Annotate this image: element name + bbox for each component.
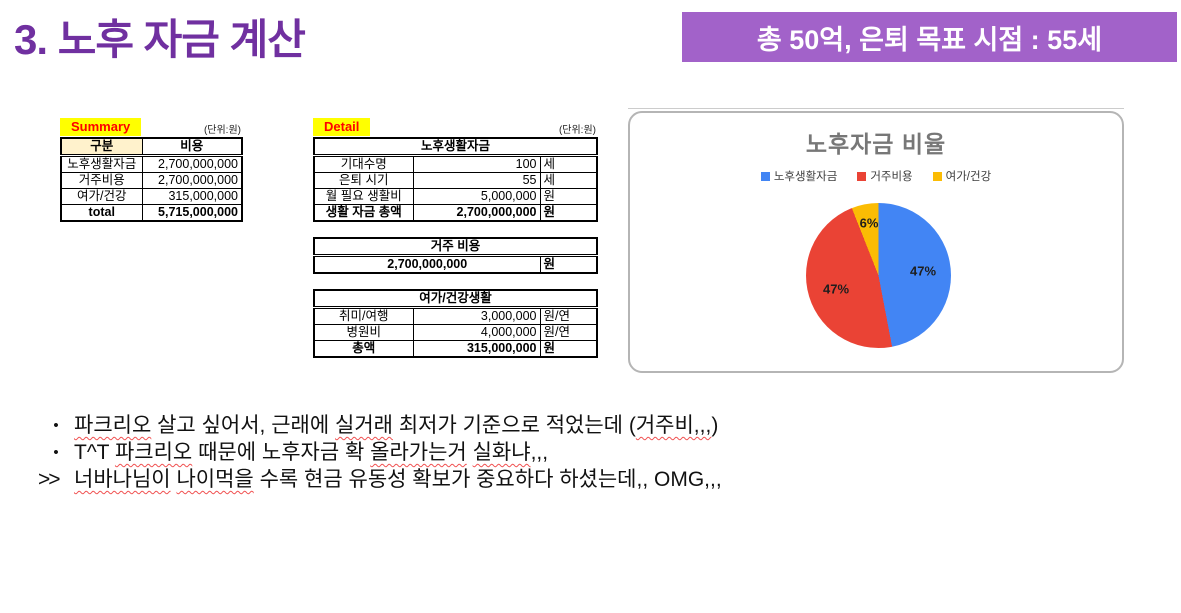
table-row: 노후생활자금 2,700,000,000 <box>60 155 243 173</box>
detail-housing-unit: 원 <box>539 255 598 274</box>
detail-life-header-row: 노후생활자금 <box>313 137 598 157</box>
detail-row-unit: 원 <box>539 188 598 205</box>
summary-unit-note: (단위:원) <box>203 125 241 136</box>
detail-row-label: 월 필요 생활비 <box>313 188 414 205</box>
notes: • 파크리오 살고 싶어서, 근래에 실거래 최저가 기준으로 적었는데 (거주… <box>38 412 722 493</box>
table-row: 월 필요 생활비 5,000,000 원 <box>313 188 598 205</box>
summary-total-value: 5,715,000,000 <box>141 204 243 222</box>
table-row: 병원비 4,000,000 원/연 <box>313 324 598 341</box>
detail-housing-header: 거주 비용 <box>313 237 598 257</box>
legend-item-leisure: 여가/건강 <box>932 168 992 184</box>
detail-leisure-header: 여가/건강생활 <box>313 289 598 309</box>
detail-housing-header-row: 거주 비용 <box>313 237 598 257</box>
detail-total-label: 총액 <box>313 340 414 358</box>
table-row: 은퇴 시기 55 세 <box>313 172 598 189</box>
detail-row-value: 3,000,000 <box>412 307 541 325</box>
table-row: 기대수명 100 세 <box>313 155 598 173</box>
detail-housing-table: 거주 비용 2,700,000,000 원 <box>313 237 599 274</box>
detail-life-header: 노후생활자금 <box>313 137 598 157</box>
pie-chart-panel: 노후자금 비율 노후생활자금 거주비용 여가/건강 47% 47% 6% <box>628 108 1124 373</box>
legend-label: 여가/건강 <box>945 171 992 183</box>
detail-caption: Detail (단위:원) <box>313 118 596 137</box>
legend-swatch-red-icon <box>857 171 867 181</box>
goal-badge: 총 50억, 은퇴 목표 시점 : 55세 <box>682 12 1177 62</box>
summary-total-row: total 5,715,000,000 <box>60 204 243 222</box>
note-text: T^T 파크리오 때문에 노후자금 확 올라가는거 실화냐,,, <box>74 441 549 464</box>
chart-top-border <box>628 108 1124 109</box>
detail-total-unit: 원 <box>539 340 598 358</box>
arrow-prefix: >> <box>38 468 61 491</box>
summary-row-label: 여가/건강 <box>60 188 143 205</box>
summary-row-value: 2,700,000,000 <box>141 155 243 173</box>
detail-life-table: 노후생활자금 기대수명 100 세 은퇴 시기 55 세 월 필요 생활비 5,… <box>313 137 598 222</box>
note-line: • T^T 파크리오 때문에 노후자금 확 올라가는거 실화냐,,, <box>38 439 722 466</box>
detail-row-value: 4,000,000 <box>412 324 541 341</box>
detail-leisure-table: 여가/건강생활 취미/여행 3,000,000 원/연 병원비 4,000,00… <box>313 289 598 358</box>
detail-row-unit: 세 <box>539 172 598 189</box>
pie-chart: 47% 47% 6% <box>806 203 951 348</box>
legend-item-housing: 거주비용 <box>857 168 913 184</box>
legend-label: 거주비용 <box>870 171 913 183</box>
legend-swatch-yellow-icon <box>932 171 942 181</box>
detail-row-value: 5,000,000 <box>412 188 541 205</box>
detail-row-value: 55 <box>412 172 541 189</box>
detail-row-label: 기대수명 <box>313 155 414 173</box>
table-row: 거주비용 2,700,000,000 <box>60 172 243 189</box>
pie-slice-label-housing: 47% <box>822 281 850 297</box>
detail-row-unit: 원/연 <box>539 324 598 341</box>
detail-row-unit: 원/연 <box>539 307 598 325</box>
legend-label: 노후생활자금 <box>773 171 838 183</box>
note-text: 너바나님이 나이먹을 수록 현금 유동성 확보가 중요하다 하셨는데,, OMG… <box>74 468 722 491</box>
detail-block: Detail (단위:원) 노후생활자금 기대수명 100 세 은퇴 시기 55… <box>313 118 599 358</box>
summary-header-cost: 비용 <box>141 137 243 157</box>
note-line: >> 너바나님이 나이먹을 수록 현금 유동성 확보가 중요하다 하셨는데,, … <box>38 466 722 493</box>
legend-item-life: 노후생활자금 <box>760 168 838 184</box>
bullet-icon: • <box>53 444 59 461</box>
detail-row-value: 100 <box>412 155 541 173</box>
detail-total-unit: 원 <box>539 204 598 222</box>
summary-label: Summary <box>60 118 142 136</box>
detail-row-label: 병원비 <box>313 324 414 341</box>
legend-swatch-blue-icon <box>760 171 770 181</box>
note-text: 파크리오 살고 싶어서, 근래에 실거래 최저가 기준으로 적었는데 (거주비,… <box>74 414 719 437</box>
detail-housing-value-row: 2,700,000,000 원 <box>313 255 598 274</box>
summary-row-value: 2,700,000,000 <box>141 172 243 189</box>
summary-caption: Summary (단위:원) <box>60 118 241 137</box>
bullet-icon: • <box>53 417 59 434</box>
summary-row-value: 315,000,000 <box>141 188 243 205</box>
detail-total-value: 2,700,000,000 <box>412 204 541 222</box>
page-title: 3. 노후 자금 계산 <box>14 16 306 63</box>
detail-row-label: 은퇴 시기 <box>313 172 414 189</box>
summary-table: 구분 비용 노후생활자금 2,700,000,000 거주비용 2,700,00… <box>60 137 243 222</box>
detail-housing-value: 2,700,000,000 <box>313 255 541 274</box>
summary-total-label: total <box>60 204 143 222</box>
summary-row-label: 노후생활자금 <box>60 155 143 173</box>
detail-leisure-total-row: 총액 315,000,000 원 <box>313 340 598 358</box>
detail-life-total-row: 생활 자금 총액 2,700,000,000 원 <box>313 204 598 222</box>
summary-block: Summary (단위:원) 구분 비용 노후생활자금 2,700,000,00… <box>60 118 243 222</box>
detail-total-value: 315,000,000 <box>412 340 541 358</box>
detail-total-label: 생활 자금 총액 <box>313 204 414 222</box>
chart-title: 노후자금 비율 <box>805 131 947 157</box>
summary-row-label: 거주비용 <box>60 172 143 189</box>
summary-header-row: 구분 비용 <box>60 137 243 157</box>
detail-label: Detail <box>313 118 371 136</box>
detail-row-unit: 세 <box>539 155 598 173</box>
pie-slice-label-leisure: 6% <box>859 215 879 231</box>
table-row: 취미/여행 3,000,000 원/연 <box>313 307 598 325</box>
note-line: • 파크리오 살고 싶어서, 근래에 실거래 최저가 기준으로 적었는데 (거주… <box>38 412 722 439</box>
table-row: 여가/건강 315,000,000 <box>60 188 243 205</box>
pie-slice-label-life: 47% <box>909 263 937 279</box>
detail-unit-note: (단위:원) <box>558 125 596 136</box>
detail-row-label: 취미/여행 <box>313 307 414 325</box>
detail-leisure-header-row: 여가/건강생활 <box>313 289 598 309</box>
summary-header-category: 구분 <box>60 137 143 157</box>
chart-legend: 노후생활자금 거주비용 여가/건강 <box>630 168 1122 184</box>
